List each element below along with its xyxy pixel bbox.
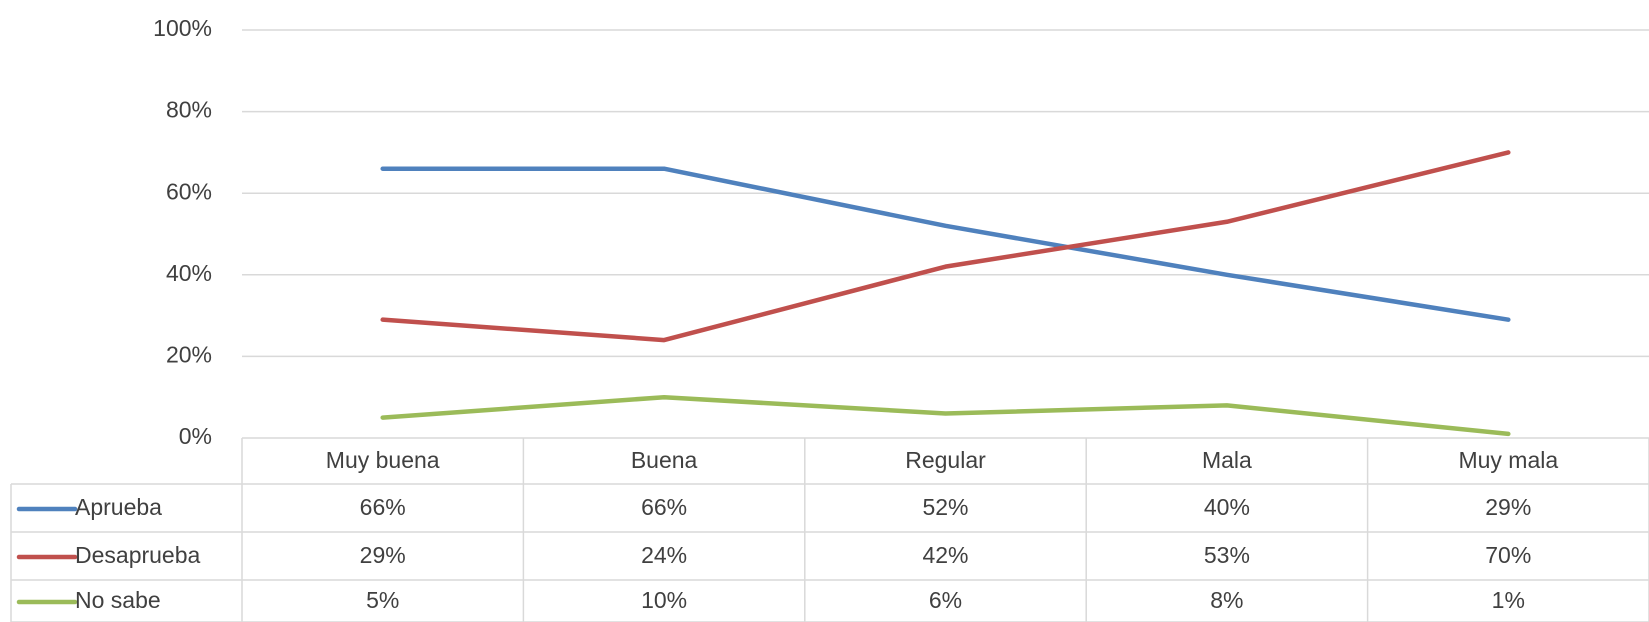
x-tick-label: Muy mala	[1458, 447, 1558, 473]
data-label: 66%	[641, 494, 687, 520]
y-tick-label: 20%	[166, 341, 212, 367]
legend-label: No sabe	[75, 587, 161, 613]
series-line	[380, 394, 1511, 437]
x-tick-label: Regular	[905, 447, 986, 473]
y-tick-label: 100%	[153, 15, 212, 41]
data-label: 8%	[1210, 587, 1243, 613]
data-label: 10%	[641, 587, 687, 613]
data-label: 40%	[1204, 494, 1250, 520]
data-label: 5%	[366, 587, 399, 613]
data-label: 29%	[360, 542, 406, 568]
series-line	[380, 166, 1511, 322]
data-label: 66%	[360, 494, 406, 520]
legend-label: Desaprueba	[75, 542, 201, 568]
data-label: 1%	[1492, 587, 1525, 613]
data-label: 24%	[641, 542, 687, 568]
data-label: 42%	[922, 542, 968, 568]
data-label: 29%	[1485, 494, 1531, 520]
x-tick-label: Buena	[631, 447, 698, 473]
y-tick-label: 80%	[166, 97, 212, 123]
x-tick-label: Muy buena	[326, 447, 440, 473]
data-label: 70%	[1485, 542, 1531, 568]
y-tick-label: 0%	[179, 423, 212, 449]
y-tick-label: 60%	[166, 178, 212, 204]
data-label: 6%	[929, 587, 962, 613]
x-tick-label: Mala	[1202, 447, 1252, 473]
data-label: 52%	[922, 494, 968, 520]
legend-label: Aprueba	[75, 494, 162, 520]
data-label: 53%	[1204, 542, 1250, 568]
y-tick-label: 40%	[166, 260, 212, 286]
series-line	[380, 150, 1511, 343]
